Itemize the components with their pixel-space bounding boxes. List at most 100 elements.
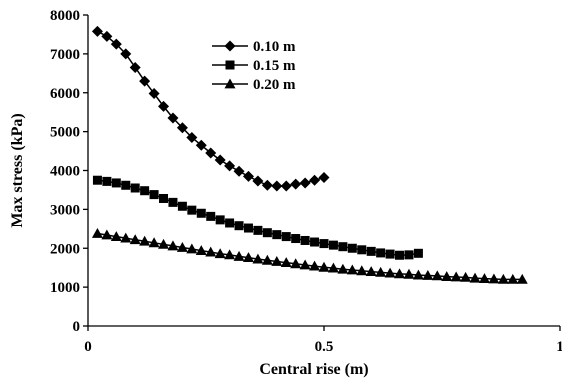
data-point [176, 122, 188, 134]
series-group [91, 25, 528, 284]
data-point [280, 257, 292, 268]
data-point [187, 205, 197, 215]
y-tick-label: 2000 [50, 241, 80, 257]
data-point [225, 218, 235, 228]
legend-marker [224, 40, 236, 52]
data-point [111, 178, 121, 188]
data-point [233, 165, 245, 177]
data-point [91, 227, 103, 238]
legend-marker [225, 60, 235, 70]
data-point [196, 208, 206, 218]
data-point [271, 255, 283, 266]
data-point [149, 190, 159, 200]
y-tick-label: 0 [73, 319, 81, 335]
data-point [252, 175, 264, 187]
data-point [310, 237, 320, 247]
data-point [272, 230, 282, 240]
x-axis: 0 0.5 1 [84, 325, 562, 355]
data-point [478, 273, 490, 283]
data-point [101, 30, 113, 42]
data-point [92, 175, 102, 185]
data-point [319, 239, 329, 249]
legend-item: 0.20 m [212, 77, 296, 93]
data-point [101, 229, 113, 240]
legend-label: 0.10 m [253, 39, 296, 55]
series-triangle [91, 227, 528, 284]
y-tick-label: 3000 [50, 202, 80, 218]
data-point [233, 250, 245, 261]
data-point [271, 180, 283, 192]
data-point [129, 61, 141, 73]
legend-item: 0.10 m [212, 39, 296, 55]
data-point [441, 271, 453, 282]
data-point [384, 267, 396, 278]
y-tick-label: 5000 [50, 125, 80, 141]
data-point [120, 232, 132, 243]
series-square [92, 175, 423, 260]
x-tick-label: 0.5 [315, 339, 334, 355]
data-point [516, 273, 528, 284]
y-axis-label: Max stress (kPa) [9, 113, 26, 227]
data-point [176, 241, 188, 252]
data-point [167, 240, 179, 251]
data-point [357, 245, 367, 255]
y-tick-label: 6000 [50, 86, 80, 102]
data-point [214, 154, 226, 166]
data-point [395, 250, 405, 260]
data-point [290, 178, 302, 190]
data-point [110, 38, 122, 50]
legend-label: 0.15 m [253, 58, 296, 74]
data-point [261, 179, 273, 191]
data-point [347, 243, 357, 253]
data-point [290, 258, 302, 269]
data-point [309, 174, 321, 186]
data-point [497, 273, 509, 284]
data-point [327, 262, 339, 273]
data-point [318, 171, 330, 183]
legend-item: 0.15 m [212, 58, 296, 74]
series-line [97, 232, 523, 281]
data-point [394, 268, 406, 279]
data-point [159, 193, 169, 203]
data-point [299, 259, 311, 270]
data-point [309, 260, 321, 271]
data-point [243, 223, 253, 233]
data-point [129, 234, 141, 245]
data-point [431, 270, 443, 281]
data-point [365, 266, 377, 276]
data-point [139, 235, 151, 246]
data-point [356, 265, 368, 276]
data-point [450, 271, 462, 282]
legend: 0.10 m 0.15 m 0.20 m [212, 39, 296, 93]
data-point [205, 147, 217, 159]
x-axis-label: Central rise (m) [259, 361, 368, 378]
data-point [168, 197, 178, 207]
data-point [148, 237, 160, 248]
y-tick-label: 8000 [50, 8, 80, 24]
data-point [186, 243, 198, 254]
data-point [469, 272, 481, 283]
data-point [262, 228, 272, 238]
data-point [234, 221, 244, 231]
y-axis: 0 1000 2000 3000 4000 5000 6000 7000 8000 [50, 8, 89, 335]
data-point [148, 88, 160, 100]
data-point [300, 235, 310, 245]
y-tick-label: 1000 [50, 280, 80, 296]
data-point [110, 231, 122, 241]
data-point [385, 249, 395, 259]
data-point [291, 234, 301, 244]
data-point [460, 271, 472, 282]
data-point [130, 183, 140, 193]
legend-label: 0.20 m [253, 77, 296, 93]
data-point [195, 139, 207, 151]
data-point [281, 232, 291, 242]
data-point [413, 248, 423, 258]
data-point [102, 176, 112, 186]
x-tick-label: 0 [84, 339, 92, 355]
data-point [177, 201, 187, 211]
x-tick-label: 1 [556, 339, 562, 355]
data-point [140, 186, 150, 196]
data-point [299, 177, 311, 189]
data-point [376, 248, 386, 258]
